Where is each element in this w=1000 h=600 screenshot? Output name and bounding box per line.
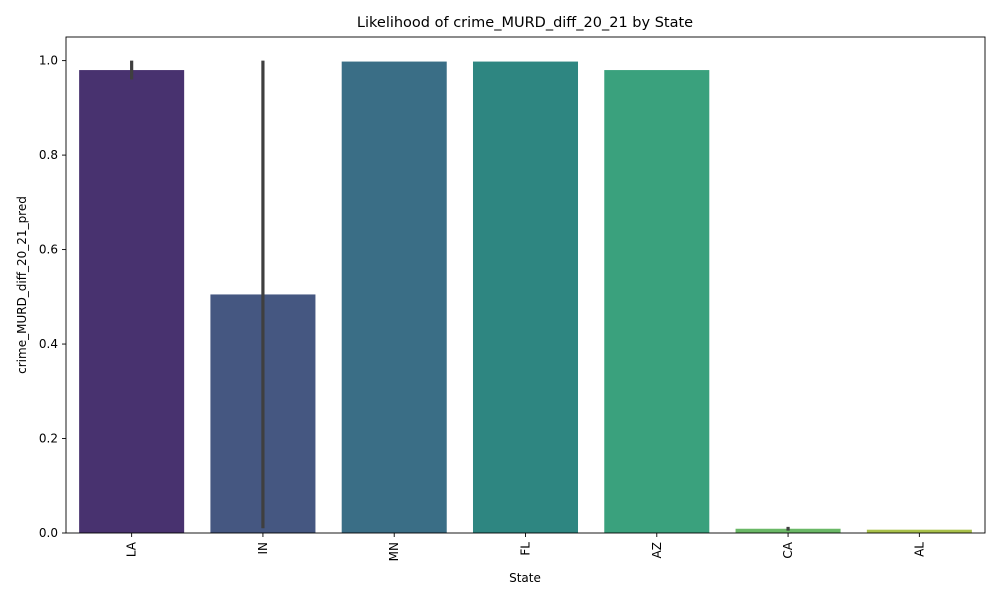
y-tick-label: 0.2 [39,432,58,446]
x-tick-label-mn: MN [387,542,401,561]
x-axis-label: State [509,571,541,585]
y-axis: 0.0 0.2 0.4 0.6 0.8 1.0 [39,54,66,540]
bar-az [604,70,710,534]
x-tick-label-in: IN [256,542,270,555]
x-tick-label-al: AL [912,542,926,557]
x-axis: LA IN MN FL AZ CA AL [125,533,926,561]
x-tick-label-fl: FL [519,542,533,556]
y-tick-label: 1.0 [39,54,58,68]
y-tick-label: 0.0 [39,526,58,540]
y-axis-label: crime_MURD_diff_20_21_pred [15,196,29,374]
y-tick-label: 0.8 [39,148,58,162]
bar-fl [472,61,579,533]
x-tick-label-la: LA [125,541,139,557]
y-tick-label: 0.6 [39,243,58,257]
bars-group [79,61,972,534]
bar-mn [341,61,447,533]
bar-la [79,70,185,534]
x-tick-label-az: AZ [650,542,664,558]
x-tick-label-ca: CA [781,541,795,558]
bar-al [866,529,972,533]
bar-ca [735,528,841,533]
error-bars-group [130,60,790,531]
y-tick-label: 0.4 [39,337,58,351]
chart-title: Likelihood of crime_MURD_diff_20_21 by S… [357,15,693,31]
